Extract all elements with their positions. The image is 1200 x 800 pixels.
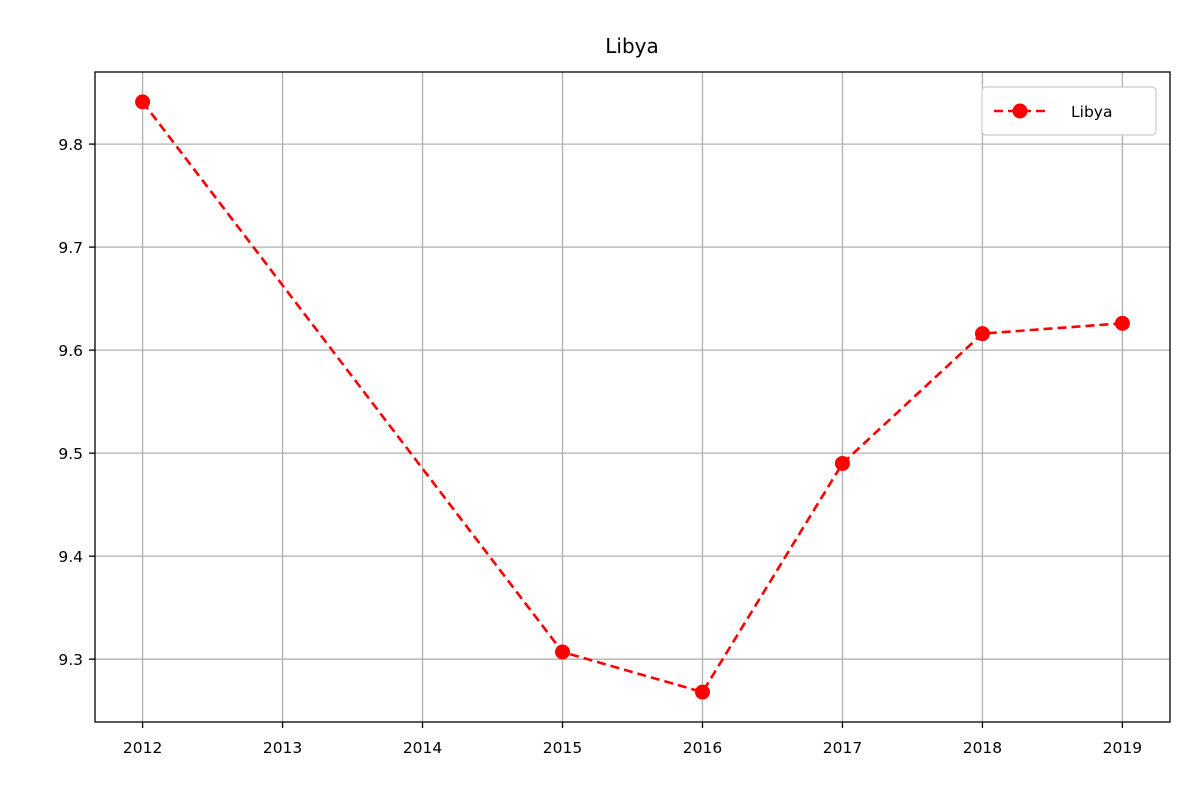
x-tick-label: 2013: [263, 739, 302, 757]
grid-lines: [95, 72, 1170, 722]
y-tick-label: 9.8: [58, 136, 83, 154]
data-point: [974, 326, 990, 342]
x-tick-label: 2016: [683, 739, 722, 757]
x-tick-label: 2019: [1103, 739, 1142, 757]
data-point: [1114, 315, 1130, 331]
legend-marker: [1012, 103, 1028, 119]
legend: Libya: [981, 86, 1157, 136]
data-point: [694, 684, 710, 700]
legend-box: [981, 86, 1157, 136]
x-tick-label: 2017: [823, 739, 862, 757]
y-axis: 9.3 9.4 9.5 9.6 9.7 9.8: [58, 136, 95, 669]
y-tick-label: 9.7: [58, 239, 83, 257]
y-tick-label: 9.4: [58, 548, 83, 566]
y-tick-label: 9.6: [58, 342, 83, 360]
data-point: [555, 644, 571, 660]
x-tick-label: 2018: [963, 739, 1002, 757]
series-line: [141, 101, 1123, 694]
x-axis: 2012 2013 2014 2015 2016 2017 2018 2019: [123, 722, 1142, 757]
y-tick-label: 9.3: [58, 651, 83, 669]
data-point: [834, 455, 850, 471]
x-tick-label: 2012: [123, 739, 162, 757]
legend-label: Libya: [1071, 103, 1112, 121]
data-point: [135, 94, 151, 110]
y-tick-label: 9.5: [58, 445, 83, 463]
x-tick-label: 2015: [543, 739, 582, 757]
chart-title: Libya: [605, 34, 659, 58]
series-layer: [135, 94, 1130, 700]
plot-frame: [94, 71, 1171, 723]
x-tick-label: 2014: [403, 739, 442, 757]
